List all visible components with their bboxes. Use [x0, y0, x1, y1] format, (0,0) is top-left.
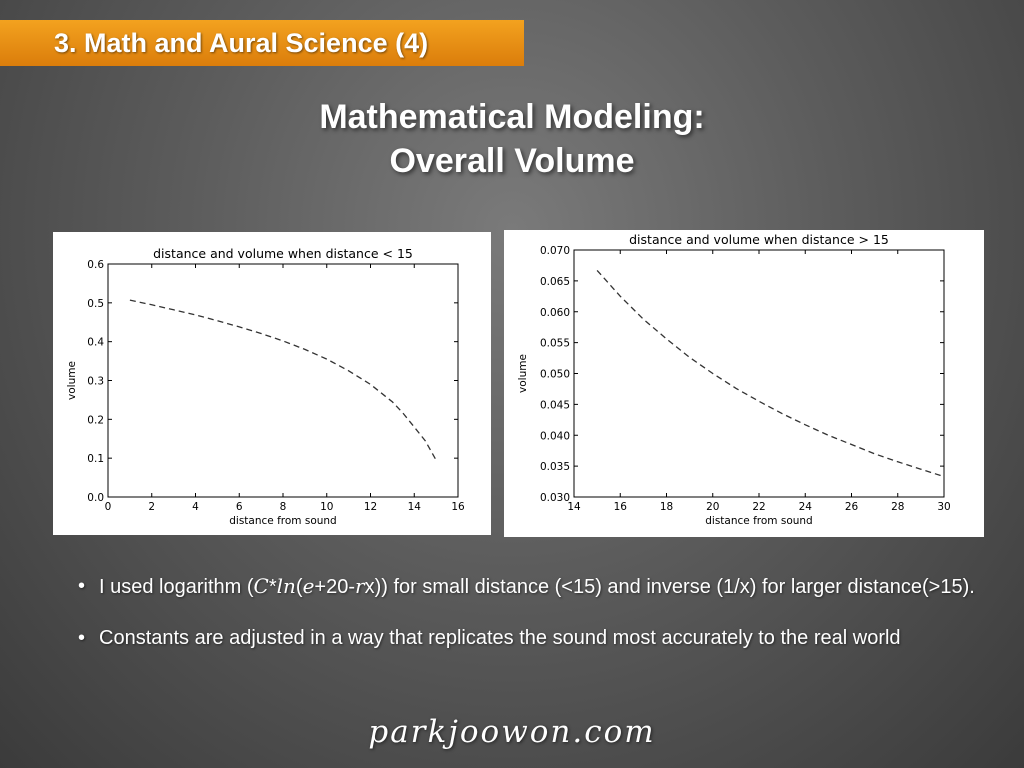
y-axis-label: volume [66, 361, 78, 400]
formula-open-paren: ( [295, 576, 303, 598]
chart-large-distance: 14 16 18 20 22 24 26 28 30 0.030 0.035 0.040 0.045 0.… [517, 232, 951, 527]
y-tick-label: 0.6 [87, 259, 104, 271]
formula-constant: C [253, 574, 269, 598]
x-axis-label: distance from sound [705, 515, 812, 527]
y-tick-label: 0.1 [87, 453, 104, 465]
x-tick-label: 12 [364, 501, 377, 513]
x-tick-label: 16 [451, 501, 465, 513]
y-tick-label: 0.5 [87, 298, 104, 310]
formula-e: e [302, 574, 315, 598]
section-label: 3. Math and Aural Science (4) [54, 28, 429, 58]
x-tick-label: 8 [280, 501, 287, 513]
y-tick-label: 0.3 [87, 376, 104, 388]
slide-title: Mathematical Modeling: Overall Volume [0, 95, 1024, 183]
y-tick-label: 0.070 [540, 245, 570, 257]
y-tick-label: 0.2 [87, 414, 104, 426]
formula-r: r [355, 574, 365, 598]
bullet-dot: • [78, 627, 86, 649]
x-tick-label: 18 [660, 501, 673, 513]
x-tick-label: 6 [236, 501, 243, 513]
bullet-item-constants: • Constants are adjusted in a way that r… [78, 625, 978, 652]
bullet-dot: • [78, 575, 86, 597]
y-tick-label: 0.050 [540, 369, 570, 381]
bullet-text-start: I used logarithm ( [99, 576, 254, 598]
x-tick-label: 4 [192, 501, 199, 513]
y-tick-label: 0.055 [540, 338, 570, 350]
chart-small-distance: 0 2 4 6 8 10 12 14 16 0.0 0.1 0.2 0.3 0.4 0.5 0.6 distan… [66, 246, 465, 527]
y-tick-label: 0.065 [540, 276, 570, 288]
slide-title-line-1: Mathematical Modeling: [319, 98, 705, 136]
chart-panel-large-distance: 14 16 18 20 22 24 26 28 30 0.030 0.035 0.040 0.045 0.… [504, 230, 984, 537]
y-tick-label: 0.045 [540, 399, 570, 411]
series-line-volume [129, 299, 437, 461]
y-tick-label: 0.030 [540, 492, 570, 504]
x-tick-label: 10 [320, 501, 333, 513]
x-tick-label: 14 [408, 501, 422, 513]
x-tick-label: 24 [799, 501, 813, 513]
section-banner: 3. Math and Aural Science (4) [0, 20, 524, 66]
formula-offset: +20- [314, 576, 356, 598]
y-tick-label: 0.0 [87, 492, 104, 504]
x-tick-label: 30 [937, 501, 950, 513]
slide-title-line-2: Overall Volume [389, 142, 635, 180]
x-tick-label: 16 [614, 501, 628, 513]
formula-ln: ln [276, 574, 296, 598]
bullet-item-logarithm: • I used logarithm (C*ln(e+20-rx)) for s… [78, 573, 978, 601]
chart-title: distance and volume when distance > 15 [629, 232, 889, 247]
plot-frame [107, 263, 459, 498]
x-tick-label: 2 [148, 501, 155, 513]
y-tick-label: 0.040 [540, 430, 570, 442]
x-tick-label: 26 [845, 501, 859, 513]
x-tick-label: 22 [752, 501, 765, 513]
y-tick-label: 0.4 [87, 337, 104, 349]
y-tick-label: 0.035 [540, 461, 570, 473]
footer-brand: parkjoowon.com [368, 714, 656, 750]
chart-title: distance and volume when distance < 15 [153, 246, 413, 261]
formula-multiply: * [268, 576, 277, 598]
x-axis-label: distance from sound [229, 515, 336, 527]
x-tick-label: 0 [105, 501, 112, 513]
y-axis-label: volume [517, 354, 529, 393]
x-tick-label: 28 [891, 501, 904, 513]
chart-panel-small-distance: 0 2 4 6 8 10 12 14 16 0.0 0.1 0.2 0.3 0.4 0.5 0.6 distan… [53, 232, 491, 535]
bullet-list: • I used logarithm (C*ln(e+20-rx)) for s… [78, 573, 978, 676]
series-line-volume [596, 269, 945, 478]
x-tick-label: 20 [706, 501, 719, 513]
y-tick-label: 0.060 [540, 307, 570, 319]
bullet-text-end: x)) for small distance (<15) and inverse… [364, 576, 975, 598]
x-tick-label: 14 [567, 501, 581, 513]
plot-frame [573, 249, 945, 498]
bullet-text: Constants are adjusted in a way that rep… [99, 627, 901, 649]
